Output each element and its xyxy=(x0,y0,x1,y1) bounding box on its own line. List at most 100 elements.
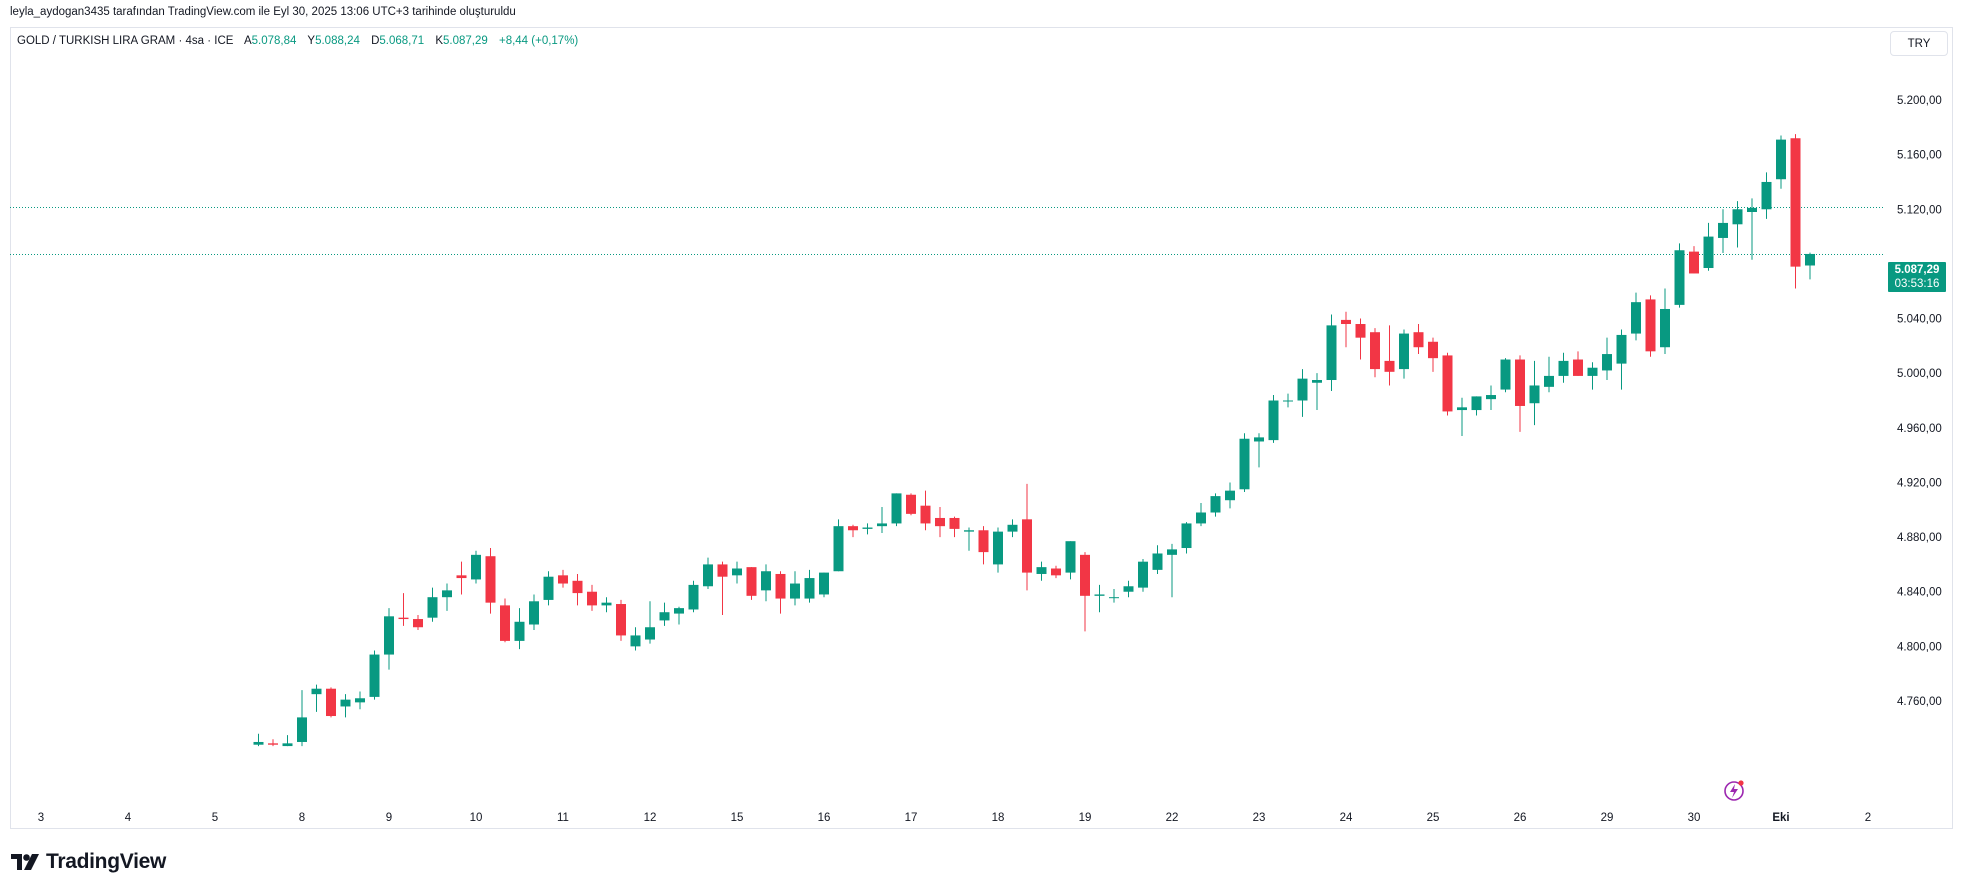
candle xyxy=(1747,198,1757,260)
x-tick-label: 5 xyxy=(212,812,218,824)
candle-body xyxy=(732,568,742,576)
horizontal-lines xyxy=(10,207,1885,255)
y-tick-label: 4.920,00 xyxy=(1897,477,1942,489)
candle-body xyxy=(1109,597,1119,599)
candles xyxy=(253,134,1815,747)
candle-body xyxy=(1326,325,1337,381)
candle-body xyxy=(500,605,510,641)
candle-body xyxy=(1384,360,1395,372)
candle-body xyxy=(442,590,452,598)
candle-body xyxy=(804,578,815,599)
candle xyxy=(1645,295,1656,357)
candle-body xyxy=(877,523,887,527)
candle-body xyxy=(529,601,539,625)
candle xyxy=(920,490,931,531)
candle-body xyxy=(717,564,728,577)
candle-body xyxy=(1645,299,1656,352)
last-price-value: 5.087,29 xyxy=(1894,264,1940,276)
candle-body xyxy=(485,556,496,603)
candle-body xyxy=(1196,512,1206,524)
x-tick-label: 10 xyxy=(470,812,483,824)
candle-body xyxy=(1703,236,1714,269)
candle-body xyxy=(906,494,916,514)
x-tick-label: 2 xyxy=(1865,812,1871,824)
candle-body xyxy=(1790,138,1801,267)
candle-body xyxy=(688,584,699,610)
candle xyxy=(674,606,684,625)
candle-body xyxy=(1065,541,1076,573)
candle-body xyxy=(1370,332,1380,370)
candle xyxy=(543,571,554,606)
candle-body xyxy=(1007,524,1018,532)
candle xyxy=(630,627,641,651)
candle-body xyxy=(572,580,583,594)
lightning-event-icon[interactable] xyxy=(1724,780,1744,801)
candle-body xyxy=(761,571,771,591)
y-tick-label: 4.960,00 xyxy=(1897,423,1942,435)
candle-body xyxy=(1631,302,1641,334)
candle-body xyxy=(703,564,713,587)
candle xyxy=(413,614,423,630)
candle-body xyxy=(1167,549,1177,555)
candle xyxy=(1500,358,1511,393)
candle-body xyxy=(601,602,612,606)
open-value: 5.078,84 xyxy=(251,35,297,47)
symbol-title[interactable]: GOLD / TURKISH LIRA GRAM · 4sa · ICE xyxy=(17,35,234,47)
candle xyxy=(1573,351,1583,376)
candle xyxy=(1732,201,1743,248)
candle-body xyxy=(253,741,264,745)
candle-body xyxy=(674,608,684,614)
candle xyxy=(964,527,974,551)
x-tick-label: 17 xyxy=(905,812,918,824)
candle-body xyxy=(616,604,626,636)
x-tick-label: Eki xyxy=(1772,812,1789,824)
candle-body xyxy=(1210,496,1221,513)
candle xyxy=(326,687,336,718)
candle xyxy=(355,691,365,710)
candle-body xyxy=(1297,378,1308,401)
candle xyxy=(1442,352,1453,416)
tradingview-logo[interactable]: TradingView xyxy=(11,850,166,874)
candle-body xyxy=(1036,567,1047,574)
x-tick-label: 12 xyxy=(644,812,657,824)
candle-body xyxy=(1355,324,1366,338)
candle xyxy=(297,690,307,747)
candle xyxy=(848,524,858,538)
y-tick-label: 4.880,00 xyxy=(1897,532,1942,544)
candle-body xyxy=(891,493,902,524)
candle-body xyxy=(630,635,641,647)
candle-body xyxy=(1486,395,1496,400)
candle xyxy=(761,564,771,602)
candle xyxy=(500,598,510,643)
candle-body xyxy=(1616,334,1627,364)
candle-body xyxy=(1689,251,1699,274)
candle xyxy=(1486,385,1496,411)
candle xyxy=(1312,373,1322,411)
candle-body xyxy=(1051,568,1061,576)
candle xyxy=(1602,337,1612,381)
candle-body xyxy=(1312,380,1322,383)
candle-body xyxy=(746,567,757,596)
candle-body xyxy=(413,619,423,628)
x-tick-label: 3 xyxy=(38,812,44,824)
x-tick-label: 24 xyxy=(1340,812,1353,824)
candle-body xyxy=(587,591,597,606)
candle-body xyxy=(964,530,974,532)
candle xyxy=(1674,243,1685,308)
candle-body xyxy=(1660,308,1670,348)
candle xyxy=(1370,328,1380,378)
candle xyxy=(1689,246,1699,274)
candle xyxy=(1776,135,1786,189)
candle-body xyxy=(1500,359,1511,390)
candle-body xyxy=(1413,332,1424,348)
candle xyxy=(1587,362,1598,390)
candle xyxy=(833,519,844,572)
candle-body xyxy=(1138,561,1148,588)
candle xyxy=(1326,314,1337,391)
candle xyxy=(804,569,815,603)
candle-body xyxy=(978,530,989,553)
candle xyxy=(282,735,293,747)
currency-button[interactable]: TRY xyxy=(1890,31,1948,56)
candle-body xyxy=(1341,319,1351,325)
